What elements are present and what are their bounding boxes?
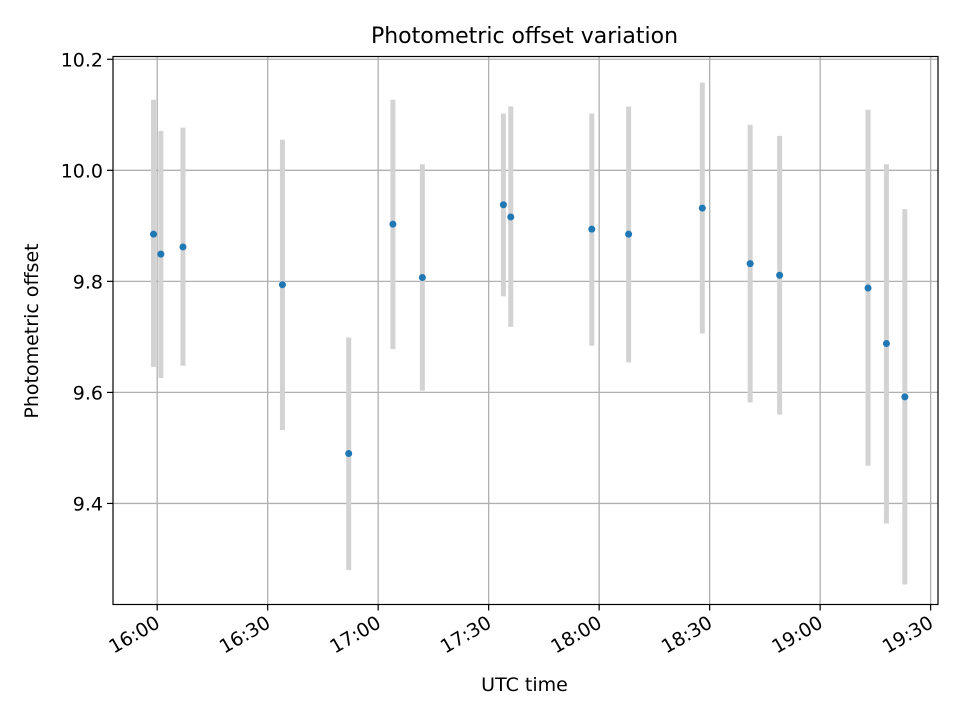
- y-tick-label: 10.0: [61, 160, 103, 182]
- data-points: [150, 201, 909, 457]
- data-point: [150, 230, 158, 238]
- data-point: [179, 243, 187, 251]
- x-axis-label: UTC time: [481, 674, 568, 696]
- x-tick-label: 17:30: [437, 612, 495, 658]
- x-tick-label: 16:30: [216, 612, 274, 658]
- data-point: [418, 273, 426, 281]
- y-tick-label: 9.8: [73, 271, 103, 293]
- error-bars: [151, 82, 908, 585]
- data-point: [698, 204, 706, 212]
- data-point: [776, 271, 784, 279]
- data-point: [499, 201, 507, 209]
- x-tick-label: 19:00: [768, 612, 826, 658]
- data-point: [882, 340, 890, 348]
- chart-title: Photometric offset variation: [371, 24, 678, 49]
- data-point: [588, 225, 596, 233]
- x-axis: 16:00 16:30 17:00 17:30 18:00 18:30 19:00 19:30: [105, 604, 937, 658]
- y-tick-label: 10.2: [61, 49, 103, 71]
- x-tick-label: 17:00: [326, 612, 384, 658]
- x-tick-label: 18:30: [658, 612, 716, 658]
- data-point: [507, 213, 515, 221]
- grid: [113, 56, 938, 605]
- y-axis-label: Photometric offset: [21, 243, 43, 418]
- plot-frame: [112, 55, 939, 606]
- data-point: [345, 449, 353, 457]
- x-tick-label: 19:30: [879, 612, 937, 658]
- data-point: [389, 220, 397, 228]
- data-point: [746, 260, 754, 268]
- y-axis: 9.4 9.6 9.8 10.0 10.2: [61, 49, 113, 515]
- x-tick-label: 18:00: [547, 612, 605, 658]
- data-point: [278, 281, 286, 289]
- y-tick-label: 9.6: [73, 382, 103, 404]
- y-tick-label: 9.4: [73, 493, 103, 515]
- data-point: [901, 393, 909, 401]
- data-point: [625, 230, 633, 238]
- data-point: [157, 250, 165, 258]
- x-tick-label: 16:00: [105, 612, 163, 658]
- data-point: [864, 284, 872, 292]
